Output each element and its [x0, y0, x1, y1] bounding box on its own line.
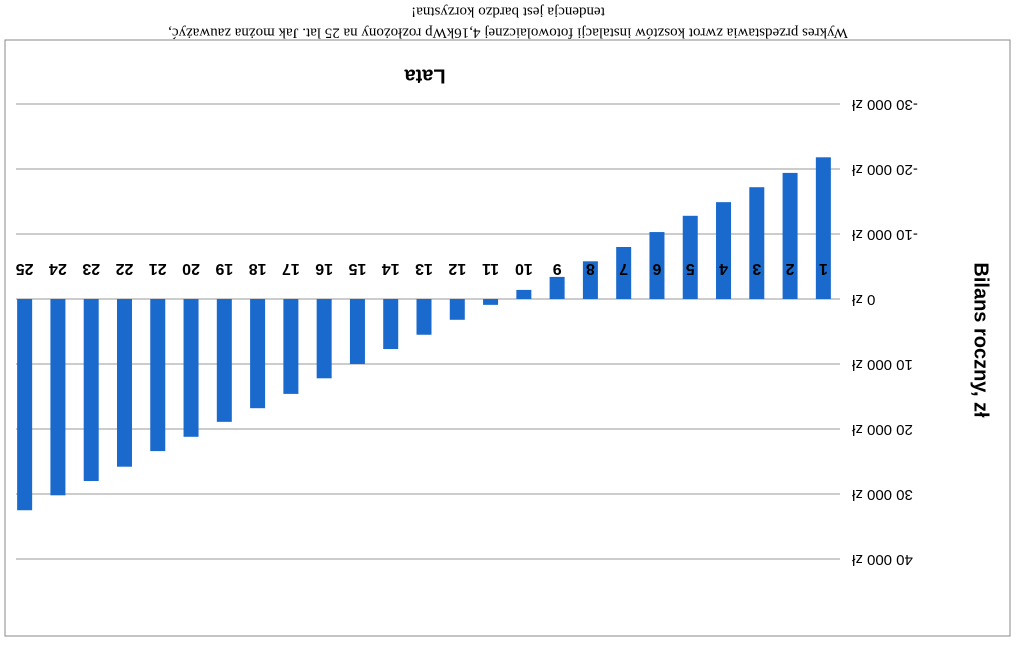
bar [682, 215, 698, 299]
bar [549, 276, 565, 299]
y-tick-label: -10 000 zł [851, 226, 918, 243]
bar [749, 187, 765, 299]
bar [616, 247, 632, 299]
x-tick-label: 24 [49, 260, 67, 277]
x-tick-label: 14 [382, 260, 400, 277]
caption: tendencja jest bardzo korzystna! [411, 4, 605, 20]
x-tick-label: 22 [115, 260, 133, 277]
bar [349, 299, 365, 364]
x-tick-label: 2 [786, 260, 795, 277]
y-tick-label: 30 000 zł [851, 486, 913, 503]
bar [116, 299, 132, 467]
bar [150, 299, 166, 452]
x-tick-label: 18 [249, 260, 267, 277]
bar [250, 299, 266, 409]
x-tick-label: 17 [282, 260, 300, 277]
y-axis-title: Bilans roczny, zł [970, 262, 992, 418]
bar [416, 299, 432, 335]
bar [17, 299, 33, 511]
x-tick-label: 8 [586, 260, 595, 277]
x-tick-label: 13 [415, 260, 433, 277]
y-tick-label: 20 000 zł [851, 421, 913, 438]
x-tick-label: 25 [16, 260, 34, 277]
bar [483, 299, 499, 305]
x-tick-label: 19 [215, 260, 233, 277]
bar [582, 261, 598, 299]
bar [782, 172, 798, 299]
bar [716, 202, 732, 299]
y-tick-label: -20 000 zł [851, 161, 918, 178]
x-axis-title: Lata [404, 65, 446, 87]
y-tick-label: 40 000 zł [851, 551, 913, 568]
x-tick-label: 10 [515, 260, 533, 277]
x-tick-label: 12 [448, 260, 466, 277]
y-tick-label: 10 000 zł [851, 356, 913, 373]
x-tick-label: 21 [149, 260, 167, 277]
x-tick-label: 3 [752, 260, 761, 277]
bar [50, 299, 66, 496]
chart-border [4, 39, 1011, 637]
x-tick-label: 4 [719, 260, 728, 277]
x-tick-label: 5 [686, 260, 695, 277]
y-tick-label: -30 000 zł [851, 96, 918, 113]
x-tick-label: 20 [182, 260, 200, 277]
bar [815, 157, 831, 299]
bar [449, 299, 465, 320]
bar [183, 299, 199, 437]
bar [283, 299, 299, 394]
x-tick-label: 16 [315, 260, 333, 277]
bar [516, 289, 532, 299]
bar [649, 232, 665, 299]
x-tick-label: 11 [482, 260, 499, 277]
bar [216, 299, 232, 422]
bar [383, 299, 399, 350]
x-tick-label: 15 [348, 260, 366, 277]
x-tick-label: 9 [553, 260, 562, 277]
y-tick-label: 0 zł [851, 291, 875, 308]
x-tick-label: 1 [819, 260, 828, 277]
caption: Wykres przedstawia zwrot kosztów instala… [168, 25, 848, 41]
x-tick-label: 23 [82, 260, 100, 277]
x-tick-label: 7 [619, 260, 628, 277]
bar [316, 299, 332, 379]
x-tick-label: 6 [652, 260, 661, 277]
bar [83, 299, 99, 481]
